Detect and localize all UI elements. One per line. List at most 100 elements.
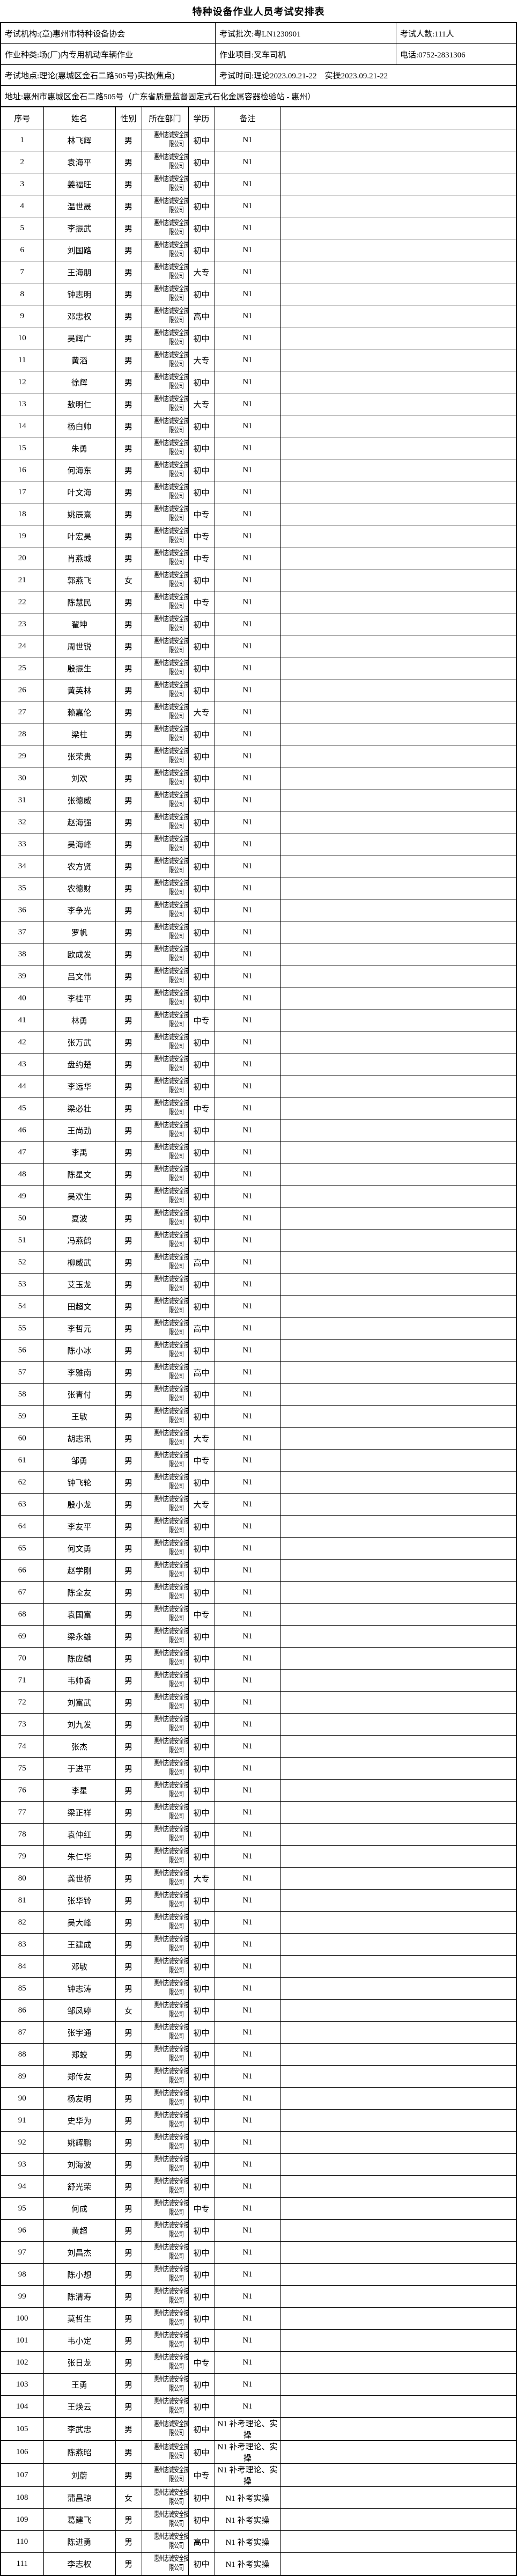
department-text: 惠州志诚安全技术有 限公司	[153, 1254, 188, 1271]
department-cell: 惠州志诚安全技术有 限公司	[141, 1185, 189, 1208]
department-cell: 惠州志诚安全技术有 限公司	[141, 1427, 189, 1450]
department-text: 惠州志诚安全技术有 限公司	[153, 550, 188, 567]
note-cell: N1	[214, 1185, 281, 1208]
note-cell: N1	[214, 569, 281, 591]
education-cell: 中专	[188, 1097, 215, 1119]
note-cell: N1	[214, 2241, 281, 2264]
department-cell: 惠州志诚安全技术有 限公司	[141, 547, 189, 569]
gender-cell: 男	[115, 1339, 142, 1362]
education-cell: 初中	[188, 2219, 215, 2242]
gender-cell: 男	[115, 2087, 142, 2110]
blank-cell	[280, 1229, 516, 1252]
name-cell: 张万武	[43, 1031, 116, 1053]
name-cell: 刘蔚	[43, 2463, 116, 2487]
blank-cell	[280, 2351, 516, 2374]
note-cell: N1	[214, 1559, 281, 1582]
note-cell: N1	[214, 305, 281, 327]
gender-cell: 男	[115, 1229, 142, 1252]
name-cell: 梁柱	[43, 723, 116, 745]
note-cell: N1	[214, 195, 281, 217]
department-cell: 惠州志诚安全技术有 限公司	[141, 173, 189, 195]
education-cell: 初中	[188, 1801, 215, 1824]
blank-cell	[280, 2486, 516, 2509]
name-cell: 冯燕鹤	[43, 1229, 116, 1252]
blank-cell	[280, 481, 516, 503]
department-text: 惠州志诚安全技术有 限公司	[153, 990, 188, 1007]
blank-cell	[280, 1955, 516, 1978]
gender-cell: 男	[115, 1053, 142, 1075]
department-cell: 惠州志诚安全技术有 限公司	[141, 877, 189, 899]
department-cell: 惠州志诚安全技术有 限公司	[141, 305, 189, 327]
department-cell: 惠州志诚安全技术有 限公司	[141, 415, 189, 437]
department-cell: 惠州志诚安全技术有 限公司	[141, 2197, 189, 2220]
name-cell: 黄超	[43, 2219, 116, 2242]
note-cell: N1	[214, 2153, 281, 2176]
name-cell: 吴欢生	[43, 1185, 116, 1208]
education-cell: 高中	[188, 305, 215, 327]
note-cell: N1	[214, 1955, 281, 1978]
department-cell: 惠州志诚安全技术有 限公司	[141, 1339, 189, 1362]
serial-cell: 69	[1, 1625, 44, 1648]
department-text: 惠州志诚安全技术有 限公司	[153, 1496, 188, 1513]
education-cell: 中专	[188, 547, 215, 569]
info-row-4: 地址:惠州市惠城区金石二路505号（广东省质量监督固定式石化金属容器检验站 - …	[1, 86, 516, 107]
department-cell: 惠州志诚安全技术有 限公司	[141, 2263, 189, 2286]
education-cell: 初中	[188, 1339, 215, 1362]
education-cell: 初中	[188, 1163, 215, 1185]
note-cell: N1	[214, 261, 281, 283]
department-cell: 惠州志诚安全技术有 限公司	[141, 855, 189, 877]
education-cell: 初中	[188, 459, 215, 481]
department-cell: 惠州志诚安全技术有 限公司	[141, 349, 189, 371]
note-cell: N1	[214, 767, 281, 789]
education-cell: 中专	[188, 1449, 215, 1472]
gender-cell: 男	[115, 1713, 142, 1736]
education-cell: 初中	[188, 833, 215, 855]
serial-cell: 37	[1, 921, 44, 943]
note-cell: N1	[214, 2351, 281, 2374]
education-cell: 初中	[188, 2021, 215, 2044]
department-cell: 惠州志诚安全技术有 限公司	[141, 1361, 189, 1384]
personnel-roster-table: 序号姓名性别所在部门学历备注1林飞辉男惠州志诚安全技术有 限公司初中N12袁海平…	[1, 107, 516, 2575]
gender-cell: 男	[115, 2351, 142, 2374]
blank-cell	[280, 217, 516, 239]
serial-cell: 9	[1, 305, 44, 327]
serial-cell: 85	[1, 1977, 44, 2000]
gender-cell: 男	[115, 195, 142, 217]
name-cell: 姚辉鹏	[43, 2131, 116, 2154]
department-cell: 惠州志诚安全技术有 限公司	[141, 2508, 189, 2531]
gender-cell: 男	[115, 1889, 142, 1912]
exam-info-header: 考试机构:(章)惠州市特种设备协会 考试批次:粤LN1230901 考试人数:1…	[1, 23, 516, 107]
department-cell: 惠州志诚安全技术有 限公司	[141, 437, 189, 459]
education-cell: 初中	[188, 2440, 215, 2464]
note-cell: N1	[214, 591, 281, 613]
note-cell: N1	[214, 1339, 281, 1362]
note-cell: N1	[214, 1691, 281, 1714]
blank-cell	[280, 547, 516, 569]
blank-cell	[280, 1185, 516, 1208]
department-text: 惠州志诚安全技术有 限公司	[153, 1804, 188, 1821]
department-text: 惠州志诚安全技术有 限公司	[153, 1936, 188, 1953]
education-cell: 初中	[188, 1911, 215, 1934]
blank-cell	[280, 1383, 516, 1406]
serial-cell: 22	[1, 591, 44, 613]
name-cell: 农德财	[43, 877, 116, 899]
education-cell: 初中	[188, 1779, 215, 1802]
note-cell: N1	[214, 173, 281, 195]
gender-cell: 男	[115, 2307, 142, 2330]
department-text: 惠州志诚安全技术有 限公司	[153, 330, 188, 347]
blank-cell	[280, 1207, 516, 1230]
blank-cell	[280, 2440, 516, 2464]
